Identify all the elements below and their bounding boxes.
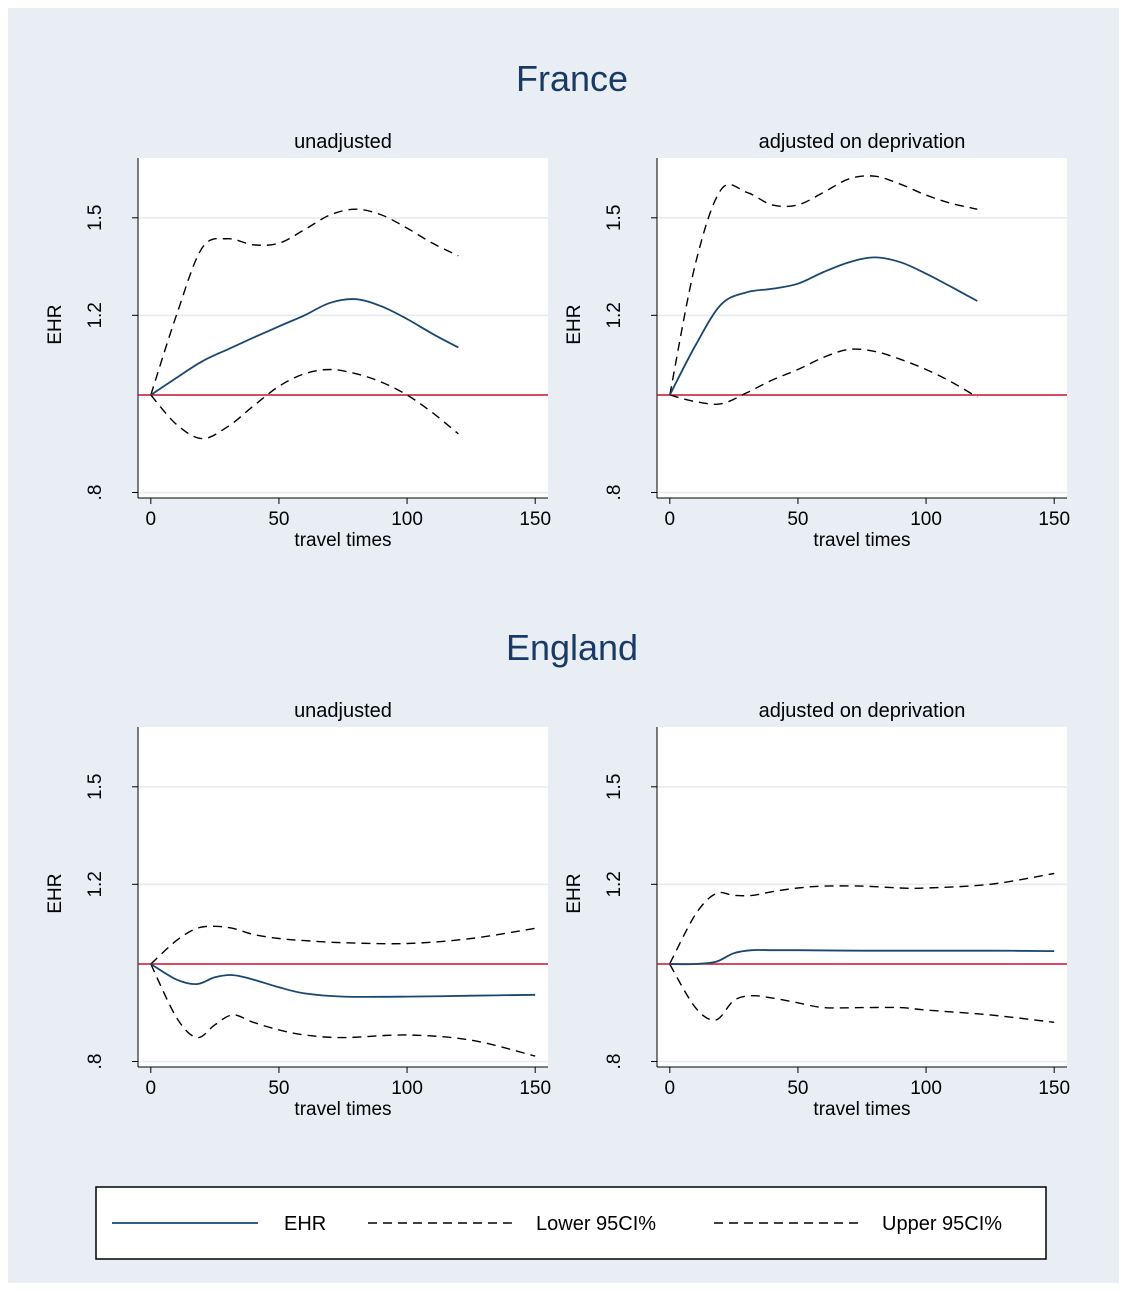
series-line-upper-95ci [669,872,1055,964]
x-tick-label: 100 [910,1078,942,1099]
series-line-lower-95ci [669,348,978,405]
x-tick-label: 0 [665,1078,676,1099]
plot-area [138,158,548,498]
x-axis-title: travel times [813,530,910,551]
y-axis-title: EHR [45,305,66,345]
panel-england-unadjusted: unadjusted .8 1.2 1.5 0 50 100 150 travel times E… [45,700,551,1120]
section-title-england: England [506,627,638,668]
x-tick-label: 150 [519,1078,551,1099]
series-line-ehr [150,963,536,998]
series-line-lower-95ci [150,963,536,1057]
x-tick-label: 50 [787,1078,808,1099]
panel-title: unadjusted [294,700,392,722]
y-tick-label: .8 [604,1054,625,1070]
series-line-ehr [669,256,978,396]
y-tick-label: 1.2 [85,871,106,897]
x-tick-label: 50 [268,509,289,530]
plot-area [657,158,1067,498]
legend: EHR Lower 95CI% Upper 95CI% [95,1186,1047,1260]
plot-area [657,727,1067,1067]
y-tick-label: 1.2 [604,871,625,897]
series-line-upper-95ci [669,175,978,396]
y-tick-label: 1.5 [604,205,625,231]
x-tick-label: 0 [665,509,676,530]
x-tick-label: 50 [268,1078,289,1099]
x-tick-label: 150 [519,509,551,530]
y-tick-label: 1.2 [604,302,625,328]
y-tick-label: .8 [604,485,625,501]
x-tick-label: 150 [1038,509,1070,530]
y-tick-label: .8 [85,485,106,501]
legend-label-upper-ci: Upper 95CI% [882,1213,1002,1235]
plot-area [138,727,548,1067]
panel-england-adjusted: adjusted on deprivation .8 1.2 1.5 0 50 100 150… [564,700,1070,1120]
x-axis-title: travel times [813,1099,910,1120]
series-line-ehr [150,298,459,396]
y-tick-label: .8 [85,1054,106,1070]
legend-label-ehr: EHR [284,1213,326,1235]
series-line-lower-95ci [669,964,1055,1023]
x-tick-label: 100 [391,1078,423,1099]
y-axis-title: EHR [564,305,585,345]
x-tick-label: 50 [787,509,808,530]
x-tick-label: 100 [391,509,423,530]
series-line-ehr [669,949,1055,966]
y-tick-label: 1.5 [85,205,106,231]
x-axis-title: travel times [294,1099,391,1120]
panel-france-adjusted: adjusted on deprivation .8 1.2 1.5 0 50 100 150… [564,131,1070,551]
y-tick-label: 1.2 [85,302,106,328]
panel-title: unadjusted [294,131,392,153]
x-axis-title: travel times [294,530,391,551]
series-line-lower-95ci [150,368,459,440]
x-tick-label: 0 [146,1078,157,1099]
x-tick-label: 150 [1038,1078,1070,1099]
panel-title: adjusted on deprivation [759,131,966,153]
legend-label-lower-ci: Lower 95CI% [536,1213,656,1235]
panel-title: adjusted on deprivation [759,700,966,722]
section-title-france: France [516,58,628,99]
panel-france-unadjusted: unadjusted .8 1.2 1.5 0 50 100 150 travel times E… [45,131,551,551]
y-tick-label: 1.5 [604,774,625,800]
series-line-upper-95ci [150,925,536,965]
x-tick-label: 100 [910,509,942,530]
y-tick-label: 1.5 [85,774,106,800]
y-axis-title: EHR [564,874,585,914]
series-line-upper-95ci [150,208,459,396]
y-axis-title: EHR [45,874,66,914]
x-tick-label: 0 [146,509,157,530]
